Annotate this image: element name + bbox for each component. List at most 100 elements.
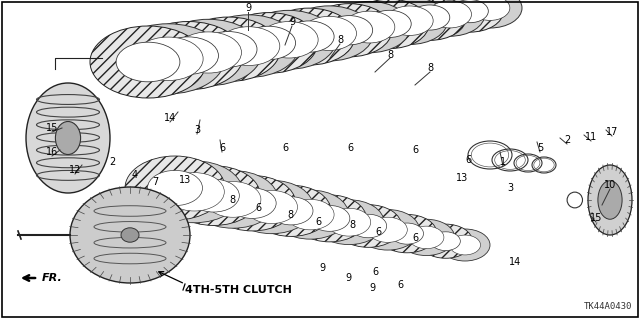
Ellipse shape	[246, 190, 298, 224]
Text: 5: 5	[537, 143, 543, 153]
Text: 6: 6	[372, 267, 378, 277]
Text: 9: 9	[369, 283, 375, 293]
Text: 9: 9	[319, 263, 325, 273]
Ellipse shape	[188, 179, 239, 212]
Ellipse shape	[335, 205, 402, 247]
Text: 8: 8	[387, 50, 393, 60]
Text: 14: 14	[509, 257, 521, 267]
Text: 13: 13	[456, 173, 468, 183]
Ellipse shape	[314, 200, 384, 245]
Ellipse shape	[428, 1, 472, 28]
Text: 14: 14	[164, 113, 176, 123]
Ellipse shape	[326, 16, 372, 45]
Ellipse shape	[449, 235, 481, 255]
Text: 13: 13	[179, 175, 191, 185]
Text: FR.: FR.	[42, 273, 63, 283]
Text: 6: 6	[375, 227, 381, 237]
Ellipse shape	[285, 6, 373, 61]
Text: 6: 6	[465, 155, 471, 165]
Ellipse shape	[241, 10, 336, 69]
Ellipse shape	[121, 228, 139, 242]
Ellipse shape	[220, 12, 317, 73]
Text: 6: 6	[255, 203, 261, 213]
Text: 6: 6	[397, 280, 403, 290]
Ellipse shape	[205, 182, 261, 217]
Ellipse shape	[293, 195, 366, 242]
Ellipse shape	[158, 37, 218, 74]
Ellipse shape	[218, 27, 280, 65]
Ellipse shape	[398, 219, 454, 256]
Text: 16: 16	[46, 147, 58, 157]
Text: 6: 6	[282, 143, 288, 153]
Text: 9: 9	[345, 273, 351, 283]
Ellipse shape	[328, 1, 410, 53]
Ellipse shape	[167, 166, 260, 226]
Ellipse shape	[269, 197, 313, 225]
Ellipse shape	[419, 224, 472, 258]
Ellipse shape	[307, 4, 392, 57]
Ellipse shape	[209, 175, 296, 231]
Text: 15: 15	[46, 123, 58, 133]
Text: 6: 6	[412, 145, 418, 155]
Ellipse shape	[251, 185, 331, 236]
Ellipse shape	[188, 171, 278, 228]
Ellipse shape	[588, 165, 632, 235]
Ellipse shape	[377, 214, 437, 253]
Ellipse shape	[327, 208, 371, 236]
Ellipse shape	[436, 0, 504, 32]
Text: 17: 17	[606, 127, 618, 137]
Ellipse shape	[284, 21, 334, 52]
Ellipse shape	[409, 226, 444, 249]
Ellipse shape	[198, 15, 299, 78]
Ellipse shape	[310, 205, 350, 231]
Ellipse shape	[259, 21, 318, 58]
Ellipse shape	[147, 170, 202, 206]
Text: 4TH-5TH CLUTCH: 4TH-5TH CLUTCH	[185, 285, 292, 295]
Text: 8: 8	[337, 35, 343, 45]
Ellipse shape	[133, 37, 203, 81]
Ellipse shape	[155, 19, 262, 85]
Ellipse shape	[356, 210, 419, 250]
Ellipse shape	[56, 122, 81, 154]
Ellipse shape	[177, 17, 280, 82]
Text: 4: 4	[132, 170, 138, 180]
Text: 6: 6	[315, 217, 321, 227]
Ellipse shape	[415, 0, 485, 36]
Ellipse shape	[230, 180, 314, 234]
Text: 6: 6	[347, 143, 353, 153]
Text: 11: 11	[585, 132, 597, 142]
Ellipse shape	[440, 229, 490, 261]
Ellipse shape	[390, 223, 424, 244]
Ellipse shape	[175, 32, 241, 73]
Text: TK44A0430: TK44A0430	[584, 302, 632, 311]
Text: 3: 3	[194, 125, 200, 135]
Ellipse shape	[410, 5, 450, 30]
Text: 8: 8	[287, 210, 293, 220]
Text: 8: 8	[229, 195, 235, 205]
Text: 2: 2	[564, 135, 570, 145]
Ellipse shape	[350, 0, 429, 48]
Text: 8: 8	[427, 63, 433, 73]
Ellipse shape	[431, 232, 460, 251]
Text: 7: 7	[152, 177, 158, 187]
Text: 9: 9	[245, 3, 251, 13]
Ellipse shape	[301, 16, 356, 50]
Ellipse shape	[200, 32, 257, 67]
Ellipse shape	[133, 21, 243, 90]
Ellipse shape	[350, 214, 387, 238]
Text: 1: 1	[500, 157, 506, 167]
Ellipse shape	[26, 83, 110, 193]
Ellipse shape	[287, 199, 334, 230]
Text: 3: 3	[507, 183, 513, 193]
Ellipse shape	[470, 0, 510, 20]
Text: 2: 2	[109, 157, 115, 167]
Text: 9: 9	[289, 17, 295, 27]
Ellipse shape	[598, 181, 622, 219]
Ellipse shape	[393, 0, 466, 40]
Ellipse shape	[272, 190, 349, 239]
Ellipse shape	[242, 26, 296, 60]
Text: 10: 10	[604, 180, 616, 190]
Ellipse shape	[386, 6, 433, 35]
Ellipse shape	[371, 0, 447, 44]
Text: 12: 12	[69, 165, 81, 175]
